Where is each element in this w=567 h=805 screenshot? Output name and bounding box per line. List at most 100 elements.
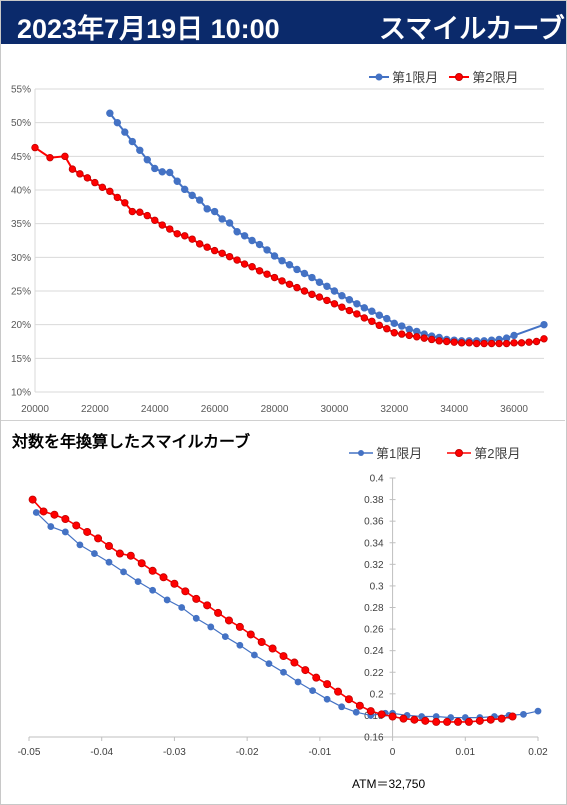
y-tick-label: 25%: [11, 287, 31, 298]
y-tick-label: 0.38: [364, 495, 384, 506]
data-point-series1: [360, 304, 369, 312]
y-tick-label: 0.4: [370, 474, 384, 485]
y-tick-label: 0.36: [364, 517, 384, 528]
data-point-series1: [207, 623, 215, 631]
x-tick-label: -0.03: [163, 747, 186, 758]
data-point-series2: [255, 267, 264, 275]
data-point-series2: [235, 622, 244, 631]
x-tick-label: 34000: [440, 404, 468, 415]
data-point-series2: [312, 673, 321, 682]
x-tick-label: -0.02: [236, 747, 259, 758]
data-point-series1: [158, 168, 166, 176]
data-point-series2: [126, 551, 135, 560]
chart-divider: [1, 420, 565, 421]
y-tick-label: 0.28: [364, 603, 384, 614]
data-point-series2: [203, 601, 212, 610]
x-tick-label: 24000: [141, 404, 169, 415]
data-point-series2: [410, 715, 419, 724]
data-point-series1: [225, 219, 234, 227]
data-point-series2: [360, 314, 369, 322]
chart2-title: 対数を年換算したスマイルカーブ: [12, 434, 251, 451]
data-point-series2: [50, 510, 59, 519]
data-point-series2: [475, 716, 484, 725]
data-point-series2: [421, 716, 430, 725]
y-tick-label: 55%: [11, 85, 31, 96]
data-point-series2: [338, 303, 346, 311]
data-point-series2: [323, 680, 332, 689]
data-point-series2: [158, 221, 166, 229]
legend-label-series1: 第1限月: [376, 446, 423, 461]
data-point-series2: [285, 280, 294, 288]
data-point-series2: [390, 329, 398, 337]
data-point-series1: [121, 128, 129, 136]
data-point-series2: [368, 317, 376, 325]
data-point-series1: [294, 678, 302, 686]
y-tick-label: 0.18: [364, 711, 384, 722]
data-point-series2: [268, 644, 277, 653]
data-point-series1: [173, 177, 181, 185]
data-point-series2: [248, 263, 256, 271]
data-point-series1: [345, 296, 354, 304]
smile-curve-chart: 10% 15% 20% 25% 30% 35% 40% 45% 50% 55% 20000 22000…: [11, 85, 548, 415]
data-point-series2: [323, 296, 331, 305]
legend-item-series1: 第1限月: [368, 67, 438, 86]
x-tick-label: 0.02: [528, 747, 548, 758]
data-point-series2: [31, 143, 39, 152]
data-point-series2: [46, 153, 54, 162]
data-point-series2: [181, 232, 189, 240]
y-tick-label: 0.3: [370, 581, 384, 592]
data-point-series1: [149, 586, 157, 594]
data-point-series2: [293, 283, 301, 292]
data-point-series2: [279, 652, 288, 661]
data-point-series2: [532, 337, 541, 346]
data-point-series2: [450, 338, 458, 346]
data-point-series2: [148, 566, 157, 575]
x-tick-label: -0.01: [308, 747, 331, 758]
data-point-series1: [151, 164, 159, 173]
data-point-series1: [143, 155, 151, 164]
data-point-series2: [173, 230, 181, 238]
data-point-series2: [435, 337, 443, 345]
data-point-series2: [225, 252, 234, 261]
data-point-series2: [181, 587, 190, 596]
legend-label-series2: 第2限月: [474, 446, 521, 461]
data-point-series2: [203, 243, 211, 251]
y-tick-label: 35%: [11, 219, 31, 230]
data-point-series1: [61, 528, 69, 536]
data-point-series2: [240, 260, 249, 268]
data-point-series2: [366, 707, 375, 716]
chart1-legend: 第1限月 第2限月: [368, 67, 528, 86]
x-tick-label: 36000: [500, 404, 528, 415]
data-point-series2: [480, 339, 488, 348]
data-point-series2: [188, 235, 196, 243]
data-point-series2: [398, 330, 406, 338]
data-point-series1: [510, 331, 518, 340]
data-point-series1: [188, 191, 196, 200]
data-point-series1: [330, 287, 339, 295]
data-point-series2: [83, 527, 92, 536]
data-point-series2: [128, 207, 137, 216]
data-point-series2: [472, 339, 481, 348]
data-point-series2: [383, 325, 391, 333]
data-point-series2: [246, 630, 255, 639]
x-tick-label: 28000: [261, 404, 289, 415]
y-tick-label: 0.16: [364, 733, 384, 744]
data-point-series2: [61, 152, 69, 161]
x-tick-label: 22000: [81, 404, 109, 415]
data-point-series1: [76, 541, 84, 549]
data-point-series2: [508, 712, 517, 721]
legend-item-series1: 第1限月: [348, 443, 422, 462]
data-point-series2: [83, 174, 92, 182]
data-point-series2: [192, 594, 201, 603]
data-point-series2: [487, 339, 496, 348]
data-point-series2: [300, 287, 309, 295]
data-point-series2: [442, 337, 451, 346]
data-point-series1: [218, 215, 226, 223]
data-point-series2: [399, 714, 408, 723]
data-point-series1: [270, 252, 279, 260]
data-point-series1: [192, 614, 200, 622]
data-point-series1: [300, 269, 309, 278]
data-point-series1: [113, 118, 122, 127]
data-point-series2: [290, 658, 299, 667]
data-point-series2: [375, 321, 384, 330]
